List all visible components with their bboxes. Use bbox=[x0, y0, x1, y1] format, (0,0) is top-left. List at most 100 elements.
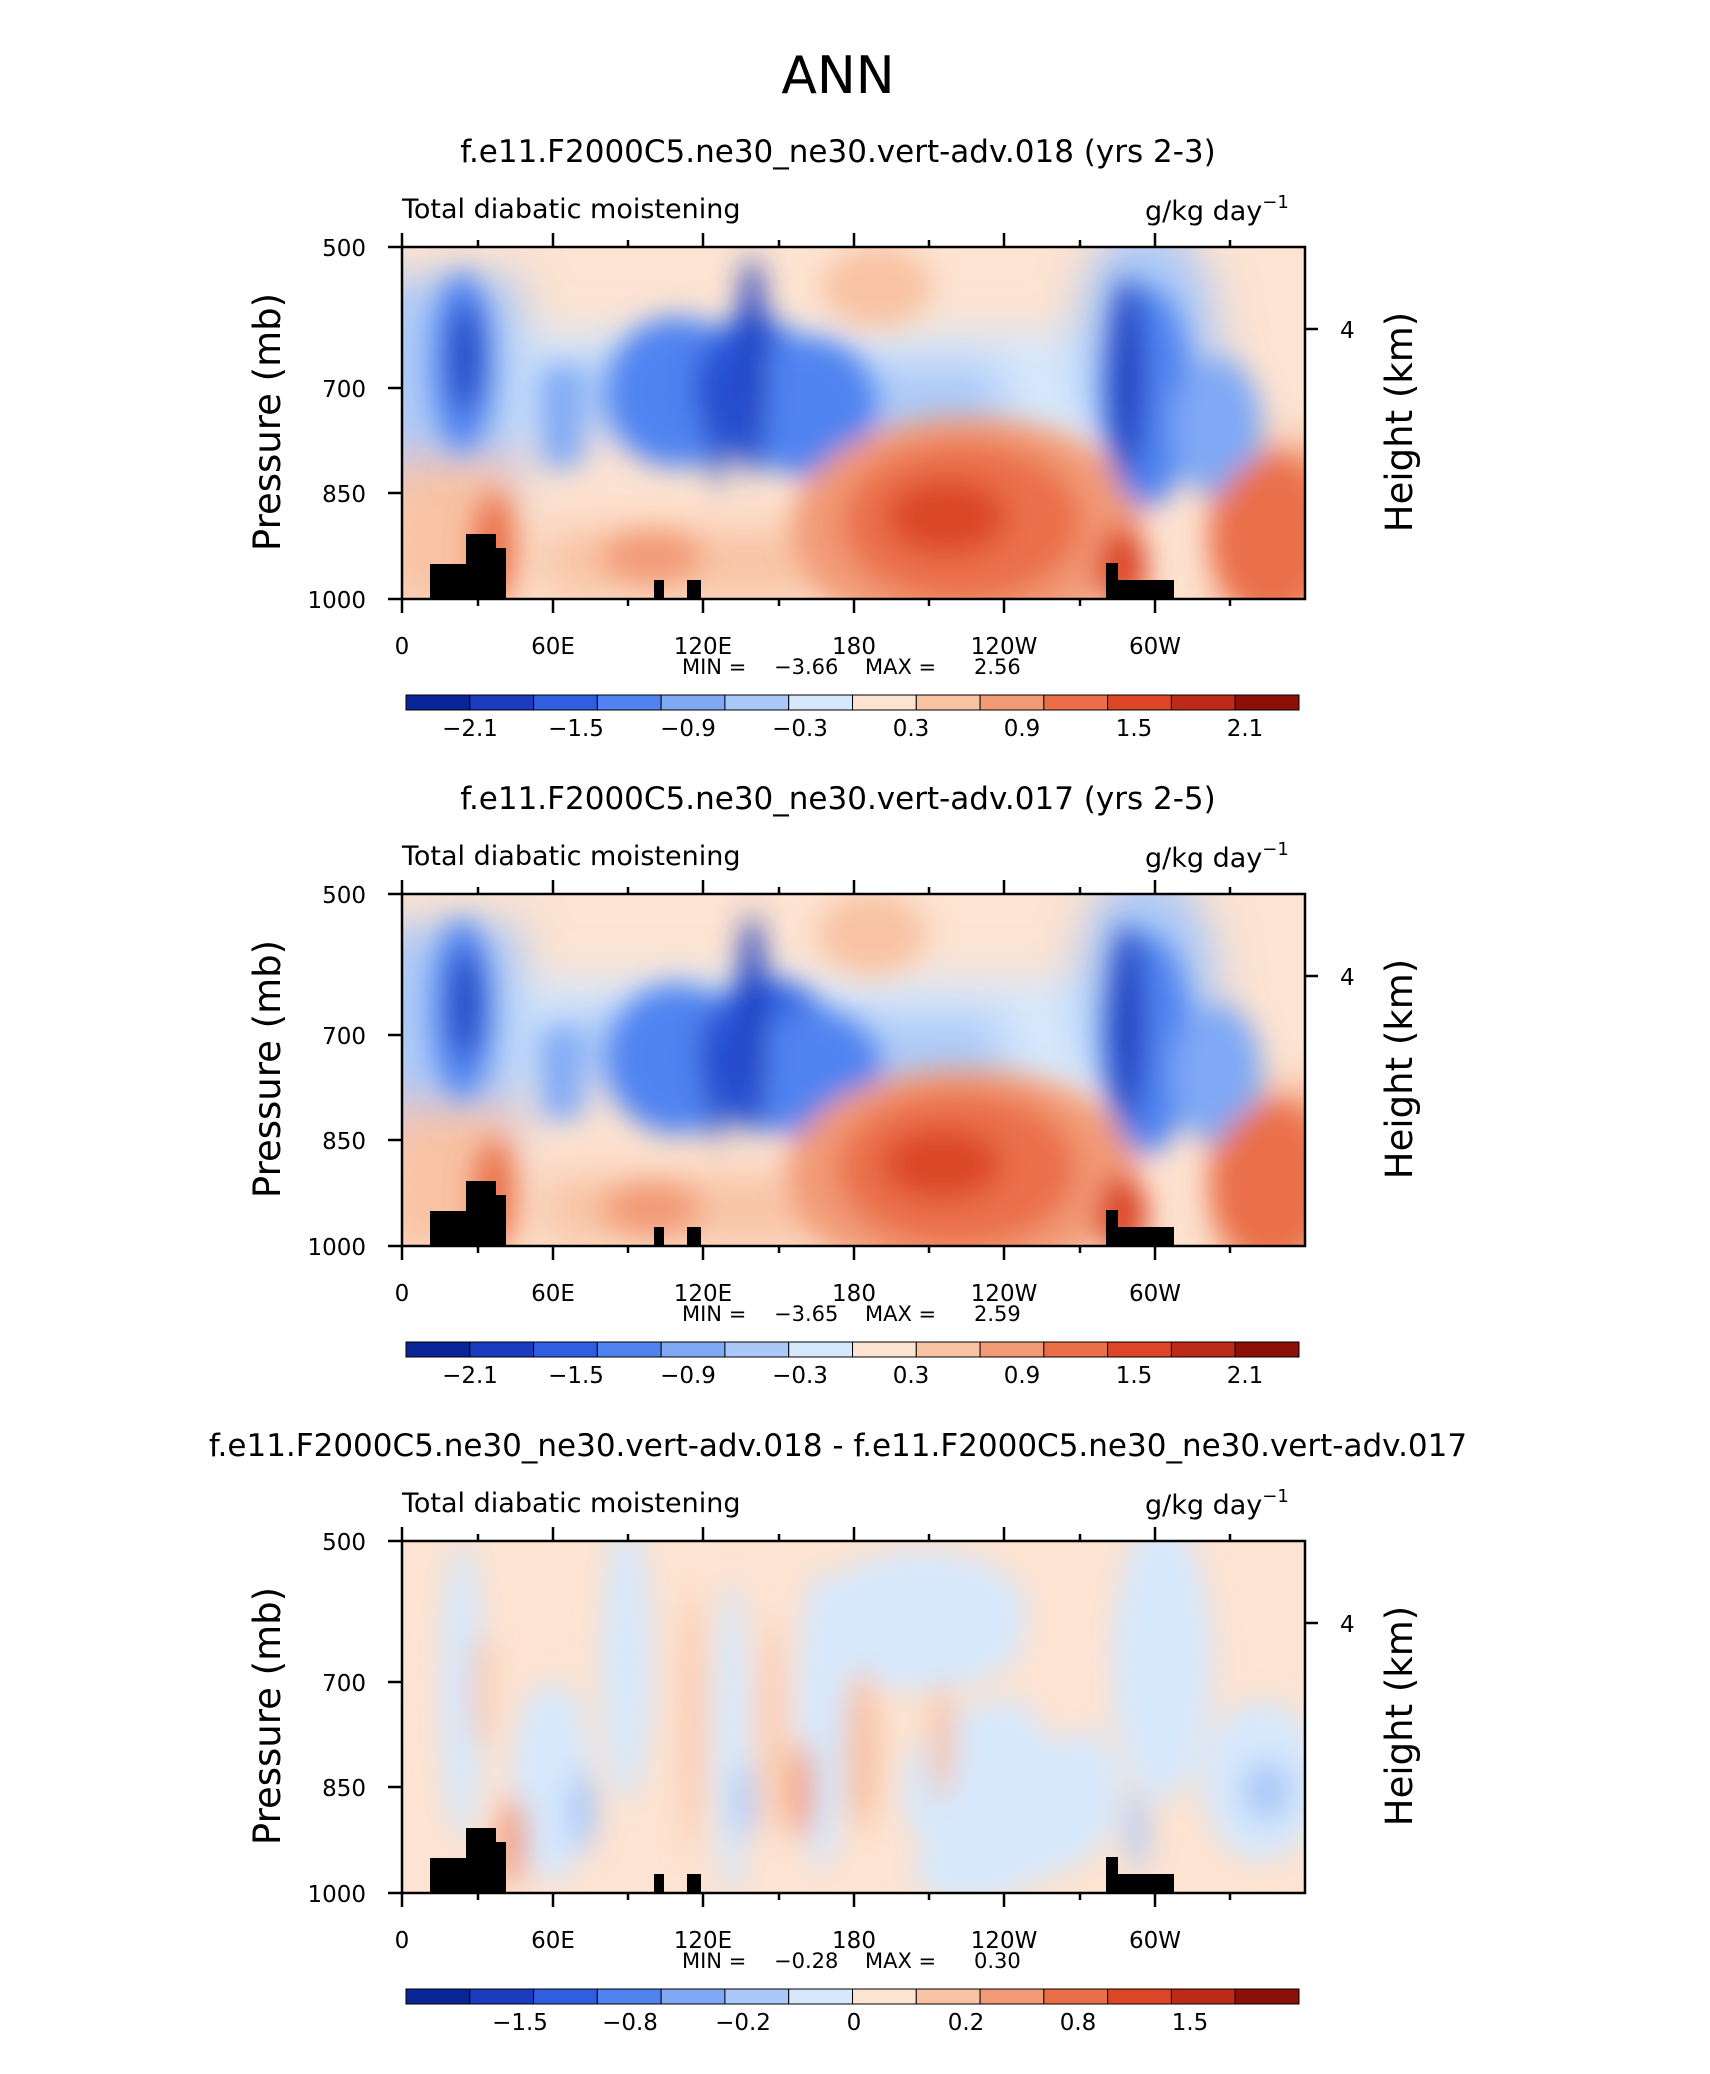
min-value: −3.66 bbox=[774, 655, 838, 679]
colorbar-label: 1.5 bbox=[1116, 716, 1153, 742]
colorbar-label: −1.5 bbox=[548, 716, 604, 742]
min-max-stats: MIN = −0.28 MAX = 0.30 bbox=[682, 1949, 1021, 1973]
x-tick-label: 120E bbox=[674, 1928, 732, 1954]
panel-1: f.e11.F2000C5.ne30_ne30.vert-adv.018 (yr… bbox=[246, 134, 1421, 742]
x-tick-label: 0 bbox=[395, 1928, 410, 1954]
colorbar-label: −0.2 bbox=[715, 2010, 771, 2036]
colorbar-swatch bbox=[724, 1341, 790, 1358]
min-label: MIN = bbox=[682, 1302, 746, 1326]
y-axis-label: Pressure (mb) bbox=[246, 293, 289, 551]
colorbar-swatch bbox=[915, 1341, 981, 1358]
topography-mask bbox=[430, 1181, 1174, 1246]
plot-area bbox=[402, 247, 1305, 599]
x-tick-label: 60W bbox=[1129, 634, 1181, 660]
x-tick-label: 60W bbox=[1129, 1928, 1181, 1954]
x-tick-label: 120W bbox=[971, 1281, 1038, 1307]
colorbar-label: 1.5 bbox=[1172, 2010, 1209, 2036]
colorbar-swatch bbox=[533, 1341, 598, 1358]
colorbar-swatch bbox=[852, 1341, 917, 1358]
colorbar-swatch bbox=[915, 694, 981, 711]
colorbar-swatch bbox=[979, 1341, 1045, 1358]
colorbar-swatch bbox=[1170, 694, 1236, 711]
y-tick-label: 500 bbox=[322, 883, 366, 909]
colorbar-swatch bbox=[724, 1988, 790, 2005]
right-axis-label: Height (km) bbox=[1378, 312, 1421, 532]
colorbar-label: −2.1 bbox=[442, 1363, 498, 1389]
y-tick-label: 1000 bbox=[307, 1235, 366, 1261]
colorbar-swatch bbox=[1234, 1988, 1300, 2005]
colorbar-swatch bbox=[469, 694, 535, 711]
colorbar-label: 0.2 bbox=[948, 2010, 985, 2036]
colorbar-swatch bbox=[1107, 1341, 1172, 1358]
colorbar-label: −0.3 bbox=[772, 1363, 828, 1389]
colorbar-swatch bbox=[1107, 1988, 1172, 2005]
colorbar-swatch bbox=[1234, 694, 1300, 711]
y-tick-labels: 500 700 850 1000 4 bbox=[307, 236, 1354, 614]
colorbar-swatch bbox=[596, 1341, 662, 1358]
colorbar-label: −0.9 bbox=[660, 716, 716, 742]
y-tick-label: 850 bbox=[322, 1776, 366, 1802]
y-tick-label: 700 bbox=[322, 377, 366, 403]
colorbar-swatch bbox=[533, 694, 598, 711]
y-tick-labels: 500 700 850 1000 4 bbox=[307, 1530, 1354, 1908]
x-tick-label: 60W bbox=[1129, 1281, 1181, 1307]
units-label: g/kg day−1 bbox=[1145, 192, 1289, 227]
panel-title: f.e11.F2000C5.ne30_ne30.vert-adv.017 (yr… bbox=[460, 781, 1215, 817]
max-value: 2.59 bbox=[974, 1302, 1021, 1326]
colorbar-label: 0.3 bbox=[893, 716, 930, 742]
height-tick-label: 4 bbox=[1340, 965, 1355, 991]
x-tick-label: 180 bbox=[832, 1281, 876, 1307]
x-tick-label: 60E bbox=[531, 1281, 575, 1307]
min-max-stats: MIN = −3.65 MAX = 2.59 bbox=[682, 1302, 1021, 1326]
contour-field bbox=[440, 1541, 1305, 1893]
x-tick-label: 120E bbox=[674, 1281, 732, 1307]
colorbar-swatch bbox=[405, 694, 471, 711]
min-label: MIN = bbox=[682, 655, 746, 679]
colorbar-swatch bbox=[405, 1341, 471, 1358]
axis-ticks bbox=[388, 233, 1318, 613]
colorbar-swatch bbox=[469, 1341, 535, 1358]
colorbar-swatch bbox=[533, 1988, 598, 2005]
units-superscript: −1 bbox=[1262, 1486, 1289, 1507]
colorbar-label: −2.1 bbox=[442, 716, 498, 742]
min-max-stats: MIN = −3.66 MAX = 2.56 bbox=[682, 655, 1021, 679]
field-label: Total diabatic moistening bbox=[401, 841, 740, 872]
plot-area bbox=[402, 894, 1305, 1246]
panel-2: f.e11.F2000C5.ne30_ne30.vert-adv.017 (yr… bbox=[246, 781, 1421, 1389]
colorbar-swatch bbox=[724, 694, 790, 711]
y-axis-label: Pressure (mb) bbox=[246, 940, 289, 1198]
x-tick-label: 180 bbox=[832, 1928, 876, 1954]
colorbar-swatch bbox=[852, 1988, 917, 2005]
right-axis-label: Height (km) bbox=[1378, 959, 1421, 1179]
colorbar-swatch bbox=[405, 1988, 471, 2005]
x-tick-label: 60E bbox=[531, 634, 575, 660]
colorbar bbox=[405, 1341, 1300, 1358]
colorbar-swatch bbox=[1107, 694, 1172, 711]
units-superscript: −1 bbox=[1262, 192, 1289, 213]
colorbar-label: −0.3 bbox=[772, 716, 828, 742]
colorbar-label: 0.3 bbox=[893, 1363, 930, 1389]
colorbar-swatch bbox=[1170, 1341, 1236, 1358]
x-tick-label: 0 bbox=[395, 634, 410, 660]
plot-area bbox=[402, 1541, 1305, 1893]
panel-3: f.e11.F2000C5.ne30_ne30.vert-adv.018 - f… bbox=[209, 1428, 1467, 2036]
max-value: 0.30 bbox=[974, 1949, 1021, 1973]
y-axis-label: Pressure (mb) bbox=[246, 1587, 289, 1845]
colorbar-label: −1.5 bbox=[548, 1363, 604, 1389]
units-label: g/kg day−1 bbox=[1145, 1486, 1289, 1521]
colorbar-labels: −1.5 −0.8 −0.2 0 0.2 0.8 1.5 bbox=[492, 2010, 1208, 2036]
x-tick-label: 120W bbox=[971, 634, 1038, 660]
x-tick-labels: 0 60E 120E 180 120W 60W bbox=[395, 1281, 1181, 1307]
height-tick-label: 4 bbox=[1340, 1612, 1355, 1638]
colorbar-swatch bbox=[788, 1341, 854, 1358]
y-tick-label: 500 bbox=[322, 1530, 366, 1556]
field-label: Total diabatic moistening bbox=[401, 194, 740, 225]
colorbar-labels: −2.1 −1.5 −0.9 −0.3 0.3 0.9 1.5 2.1 bbox=[442, 1363, 1263, 1389]
topography-mask bbox=[430, 534, 1174, 599]
colorbar-swatch bbox=[1234, 1341, 1300, 1358]
colorbar bbox=[405, 1988, 1300, 2005]
colorbar-swatch bbox=[852, 694, 917, 711]
colorbar-swatch bbox=[1043, 1988, 1109, 2005]
colorbar-labels: −2.1 −1.5 −0.9 −0.3 0.3 0.9 1.5 2.1 bbox=[442, 716, 1263, 742]
height-tick-label: 4 bbox=[1340, 318, 1355, 344]
